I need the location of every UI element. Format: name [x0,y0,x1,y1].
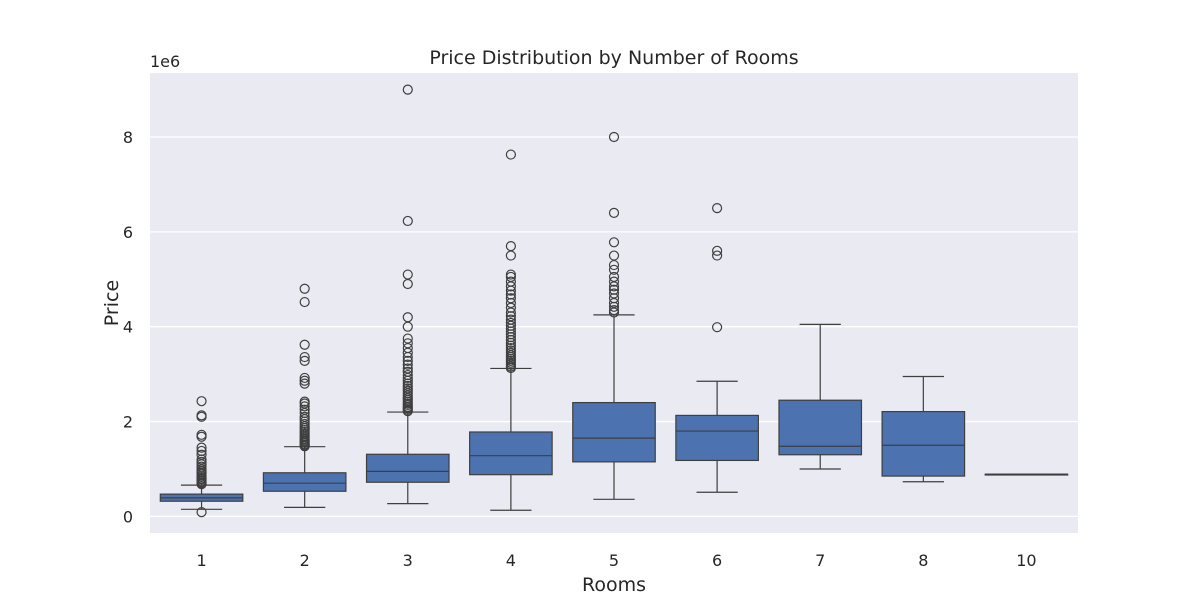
x-tick-label: 8 [918,551,928,570]
outlier-point [505,293,516,304]
outlier-point [608,131,620,143]
box-group-7 [778,323,863,470]
x-tick-label: 3 [403,551,413,570]
box-group-2 [262,283,347,508]
outlier-point [505,276,516,287]
outlier-point [712,322,723,333]
box [262,472,347,492]
box-group-5 [572,131,656,500]
outlier-point [712,245,723,256]
outlier-point [712,250,723,261]
y-axis-label: Price [101,280,123,326]
outlier-point [299,372,310,384]
y-tick-label: 8 [123,128,133,147]
outlier-point [299,375,310,386]
outlier-point [505,149,516,160]
outlier-point [505,240,516,252]
box-group-1 [159,396,244,518]
x-tick-label: 5 [609,551,619,570]
y-tick-label: 2 [123,413,133,432]
box-group-6 [675,203,759,493]
outlier-point [402,359,413,370]
box-group-4 [469,149,553,511]
outlier-point [608,288,620,299]
outlier-point [402,84,413,95]
outlier-point [299,411,310,422]
outlier-point [402,269,413,280]
outlier-point [402,338,413,349]
outlier-point [505,317,516,329]
outlier-point [608,305,620,316]
outlier-point [402,369,413,381]
outlier-point [608,250,620,261]
y-axis-offset-label: 1e6 [150,52,180,71]
outlier-point [608,271,620,283]
outlier-point [299,339,310,350]
outlier-point [608,237,620,248]
outlier-point [402,363,413,374]
box [675,414,759,462]
outlier-point [299,351,310,363]
x-tick-label: 6 [712,551,722,570]
x-tick-label: 7 [815,551,825,570]
box [572,401,656,463]
y-tick-label: 0 [123,507,133,526]
y-axis-ticks: 0 2 4 6 8 [123,128,133,526]
box-group-10 [984,473,1069,476]
y-tick-label: 4 [123,318,133,337]
outlier-point [299,296,310,308]
outlier-point [402,333,413,344]
outlier-point [402,215,413,227]
outlier-point [505,289,516,300]
x-axis-label: Rooms [582,574,646,596]
outlier-point [608,284,620,295]
outlier-point [505,314,516,325]
x-tick-label: 2 [300,551,310,570]
outlier-point [402,366,413,377]
x-axis-ticks: 1 2 3 4 5 6 7 8 10 [196,551,1036,570]
outlier-point [196,445,207,457]
box-group-8 [881,375,966,483]
x-tick-label: 1 [196,551,206,570]
box [469,431,553,476]
outlier-point [299,404,310,415]
outlier-point [505,269,516,280]
x-tick-label: 4 [506,551,516,570]
outlier-point [196,449,207,460]
outlier-point [196,410,207,421]
outlier-point [299,378,310,389]
box [365,453,450,483]
outlier-point [402,312,413,323]
box-group-3 [365,84,450,505]
outlier-point [196,429,207,440]
outlier-point [608,264,620,275]
outlier-point [402,355,413,366]
outlier-point [196,396,207,407]
box [881,410,966,477]
outlier-point [299,401,310,412]
y-tick-label: 6 [123,223,133,242]
outlier-point [299,355,310,366]
outlier-point [608,207,620,218]
chart-title: Price Distribution by Number of Rooms [429,47,798,69]
outlier-point [196,442,207,453]
boxes-layer [159,84,1069,518]
outlier-point [712,203,723,214]
outlier-point [299,396,310,407]
outlier-point [608,276,620,287]
x-tick-label: 10 [1016,551,1036,570]
outlier-point [196,507,207,518]
outlier-point [299,283,310,294]
